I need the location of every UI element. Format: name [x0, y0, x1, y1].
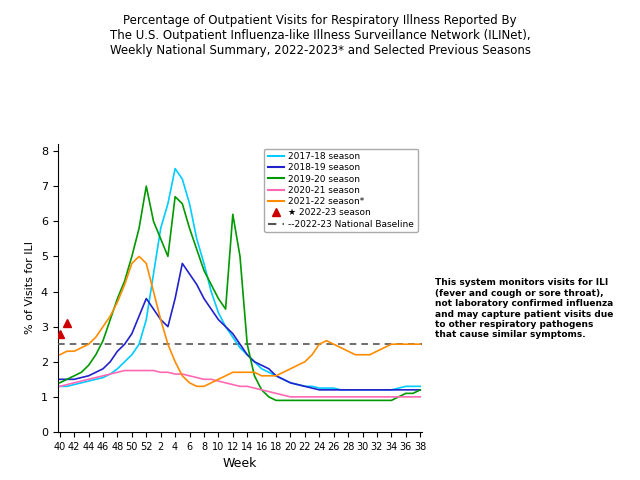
Legend: 2017-18 season, 2018-19 season, 2019-20 season, 2020-21 season, 2021-22 season*,: 2017-18 season, 2018-19 season, 2019-20 … [264, 148, 418, 232]
Text: This system monitors visits for ILI
(fever and cough or sore throat),
not labora: This system monitors visits for ILI (fev… [435, 278, 614, 339]
X-axis label: Week: Week [223, 457, 257, 470]
Text: Percentage of Outpatient Visits for Respiratory Illness Reported By
The U.S. Out: Percentage of Outpatient Visits for Resp… [109, 14, 531, 58]
Y-axis label: % of Visits for ILI: % of Visits for ILI [25, 241, 35, 335]
